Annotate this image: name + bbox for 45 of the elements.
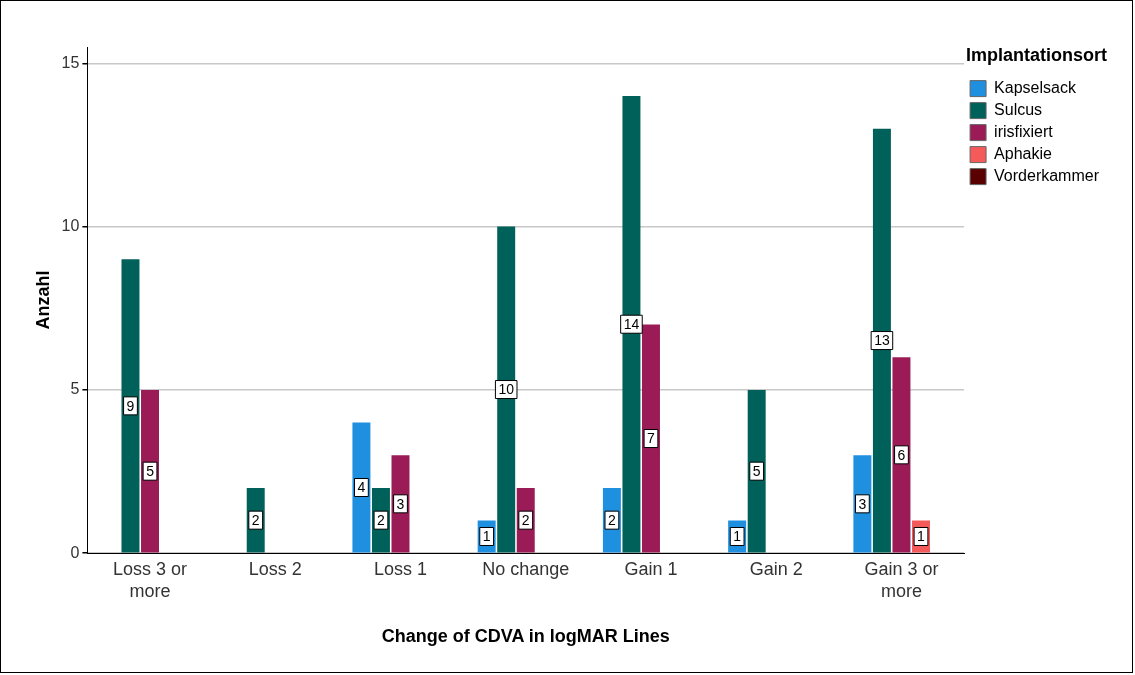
x-tick-label: Gain 3 or more — [864, 558, 939, 601]
legend-label: Aphakie — [994, 145, 1052, 163]
data-label: 2 — [608, 512, 616, 529]
data-label: 1 — [733, 528, 742, 545]
y-tick-label: 15 — [61, 53, 80, 71]
legend-label: Sulcus — [994, 101, 1043, 119]
bar — [121, 259, 140, 553]
bar — [747, 389, 766, 553]
legend-label: Vorderkammer — [994, 167, 1100, 185]
y-axis-title: Anzahl — [32, 270, 53, 330]
legend-label: irisfixiert — [994, 123, 1054, 141]
data-label: 10 — [498, 381, 515, 398]
data-label: 13 — [874, 332, 890, 349]
x-tick-label: Gain 2 — [749, 558, 803, 579]
data-label: 1 — [482, 528, 491, 545]
bar — [892, 357, 911, 553]
legend-title: Implantationsort — [966, 44, 1108, 65]
data-label: 7 — [647, 430, 656, 447]
bar — [141, 389, 159, 553]
bar — [497, 226, 516, 553]
x-axis-title: Change of CDVA in logMAR Lines — [381, 626, 670, 647]
data-label: 6 — [897, 446, 906, 463]
x-tick-label: Gain 1 — [624, 558, 678, 579]
bar — [641, 324, 660, 553]
y-tick-label: 5 — [70, 380, 80, 398]
legend-label: Kapselsack — [994, 79, 1077, 97]
data-label: 3 — [396, 495, 405, 512]
y-tick-label: 0 — [70, 543, 80, 561]
x-tick-label: Loss 1 — [373, 558, 428, 579]
x-tick-label: No change — [482, 558, 570, 579]
y-tick-label: 10 — [61, 217, 80, 235]
x-tick-label: Loss 3 or more — [112, 558, 188, 601]
data-label: 4 — [357, 479, 366, 496]
bar — [872, 128, 891, 553]
data-label: 2 — [251, 512, 260, 529]
data-label: 3 — [858, 495, 867, 512]
data-label: 5 — [752, 463, 761, 480]
data-label: 2 — [521, 512, 530, 529]
data-label: 9 — [126, 397, 135, 414]
data-label: 5 — [146, 463, 155, 480]
x-tick-label: Loss 2 — [248, 558, 302, 579]
data-label: 2 — [377, 512, 386, 529]
data-label: 1 — [917, 528, 926, 545]
bar — [622, 95, 641, 553]
data-label: 14 — [623, 316, 640, 333]
